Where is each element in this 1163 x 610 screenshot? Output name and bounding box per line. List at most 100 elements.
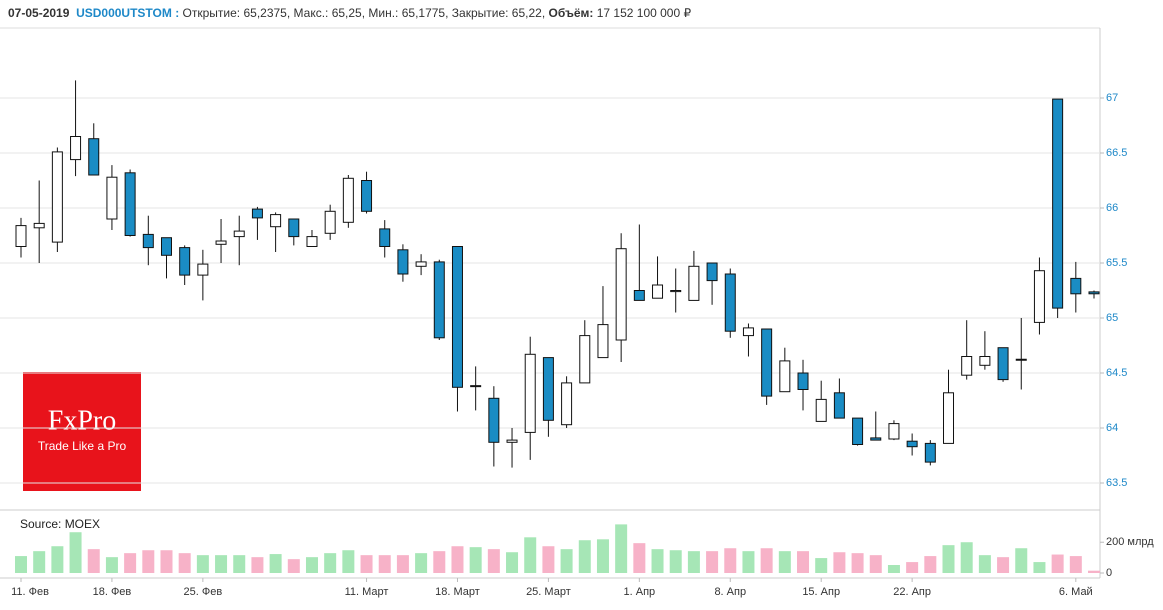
volume-bar [469, 547, 482, 573]
candle-body [1052, 98, 1064, 309]
candle-body [815, 398, 827, 422]
candle-body [15, 225, 27, 248]
candle-body [615, 248, 627, 341]
candle-body [997, 347, 1009, 381]
candle-body [561, 382, 573, 426]
volume-bar [560, 549, 573, 573]
candle-body [742, 327, 754, 337]
logo-box [23, 372, 141, 491]
candle-body [197, 263, 209, 276]
candle-body [706, 262, 718, 282]
volume-bar [160, 550, 173, 573]
volume-bar [887, 565, 900, 573]
candle-body [506, 439, 518, 443]
volume-bar [451, 546, 464, 573]
volume-bar [633, 543, 646, 573]
candle-body [852, 417, 864, 446]
candle-body [1033, 270, 1045, 323]
volume-bar [724, 548, 737, 573]
candle-body [724, 273, 736, 332]
candle-body [251, 208, 263, 219]
volume-bar [51, 546, 64, 573]
candle-body [597, 324, 609, 359]
candle-body [524, 353, 536, 433]
y-tick-label: 64.5 [1106, 367, 1127, 379]
candle-body [433, 261, 445, 339]
volume-bar [215, 555, 228, 573]
candle-body [379, 228, 391, 247]
x-tick-label: 25. Март [526, 586, 571, 598]
candle-body [88, 138, 100, 176]
volume-bar [596, 539, 609, 573]
y-tick-label: 65.5 [1106, 257, 1127, 269]
volume-bar [342, 550, 355, 573]
candle-body [488, 397, 500, 443]
candle-body [33, 222, 45, 229]
volume-bar [942, 545, 955, 573]
volume-bar [615, 524, 628, 573]
volume-bar [1051, 554, 1064, 573]
candle-body [633, 290, 645, 301]
volume-bar [378, 555, 391, 573]
candle-body [688, 265, 700, 301]
candle-body [797, 372, 809, 390]
volume-bar [287, 559, 300, 573]
volume-bar [142, 550, 155, 573]
volume-bar [487, 549, 500, 573]
volume-tick-label: 0 [1106, 567, 1112, 579]
volume-bar [269, 554, 282, 573]
candle-body [342, 177, 354, 223]
volume-bar [178, 553, 191, 573]
volume-bar [706, 551, 719, 573]
candle-body [415, 261, 427, 267]
volume-bar [542, 546, 555, 573]
volume-bar [196, 555, 209, 573]
candle-body [1070, 277, 1082, 295]
volume-bar [396, 555, 409, 573]
ohlc: Открытие: 65,2375, Макс.: 65,25, Мин.: 6… [182, 6, 546, 20]
candle-body [961, 356, 973, 376]
candle-body [70, 136, 82, 161]
candle-body [124, 172, 136, 237]
volume-bar [415, 553, 428, 573]
volume-label: Объём: [548, 6, 594, 20]
volume-bar [233, 555, 246, 573]
volume-bar [924, 556, 937, 573]
candle-body [51, 151, 63, 243]
volume-bar [69, 532, 82, 573]
volume-tick-label: 200 млрд [1106, 536, 1154, 548]
date: 07-05-2019 [8, 6, 70, 20]
volume-bar [1088, 570, 1100, 573]
candle-body [579, 335, 591, 384]
x-tick-label: 15. Апр [802, 586, 840, 598]
candle-body [179, 247, 191, 276]
candle-body [1088, 291, 1100, 295]
x-tick-label: 25. Фев [184, 586, 223, 598]
candle-body [943, 392, 955, 444]
candle-body [142, 233, 154, 249]
volume-bar [906, 562, 919, 573]
volume-bar [869, 555, 882, 573]
volume-bar [1015, 548, 1028, 573]
y-tick-label: 64 [1106, 422, 1118, 434]
volume-bar [105, 557, 118, 573]
candle-body [979, 356, 991, 366]
candle-body [924, 442, 936, 463]
volume-bar [15, 556, 27, 573]
candle-body [106, 176, 118, 220]
candle-body [470, 385, 482, 388]
x-tick-label: 18. Фев [93, 586, 132, 598]
volume-bar [815, 558, 828, 573]
y-tick-label: 66 [1106, 202, 1118, 214]
y-tick-label: 67 [1106, 92, 1118, 104]
candle-body [1015, 358, 1027, 361]
volume-bar [760, 548, 773, 573]
x-tick-label: 18. Март [435, 586, 480, 598]
volume-bar [1033, 562, 1046, 573]
candle-body [870, 437, 882, 441]
volume-bar [305, 557, 318, 573]
volume-bar [124, 553, 137, 573]
volume-bar [978, 555, 991, 573]
